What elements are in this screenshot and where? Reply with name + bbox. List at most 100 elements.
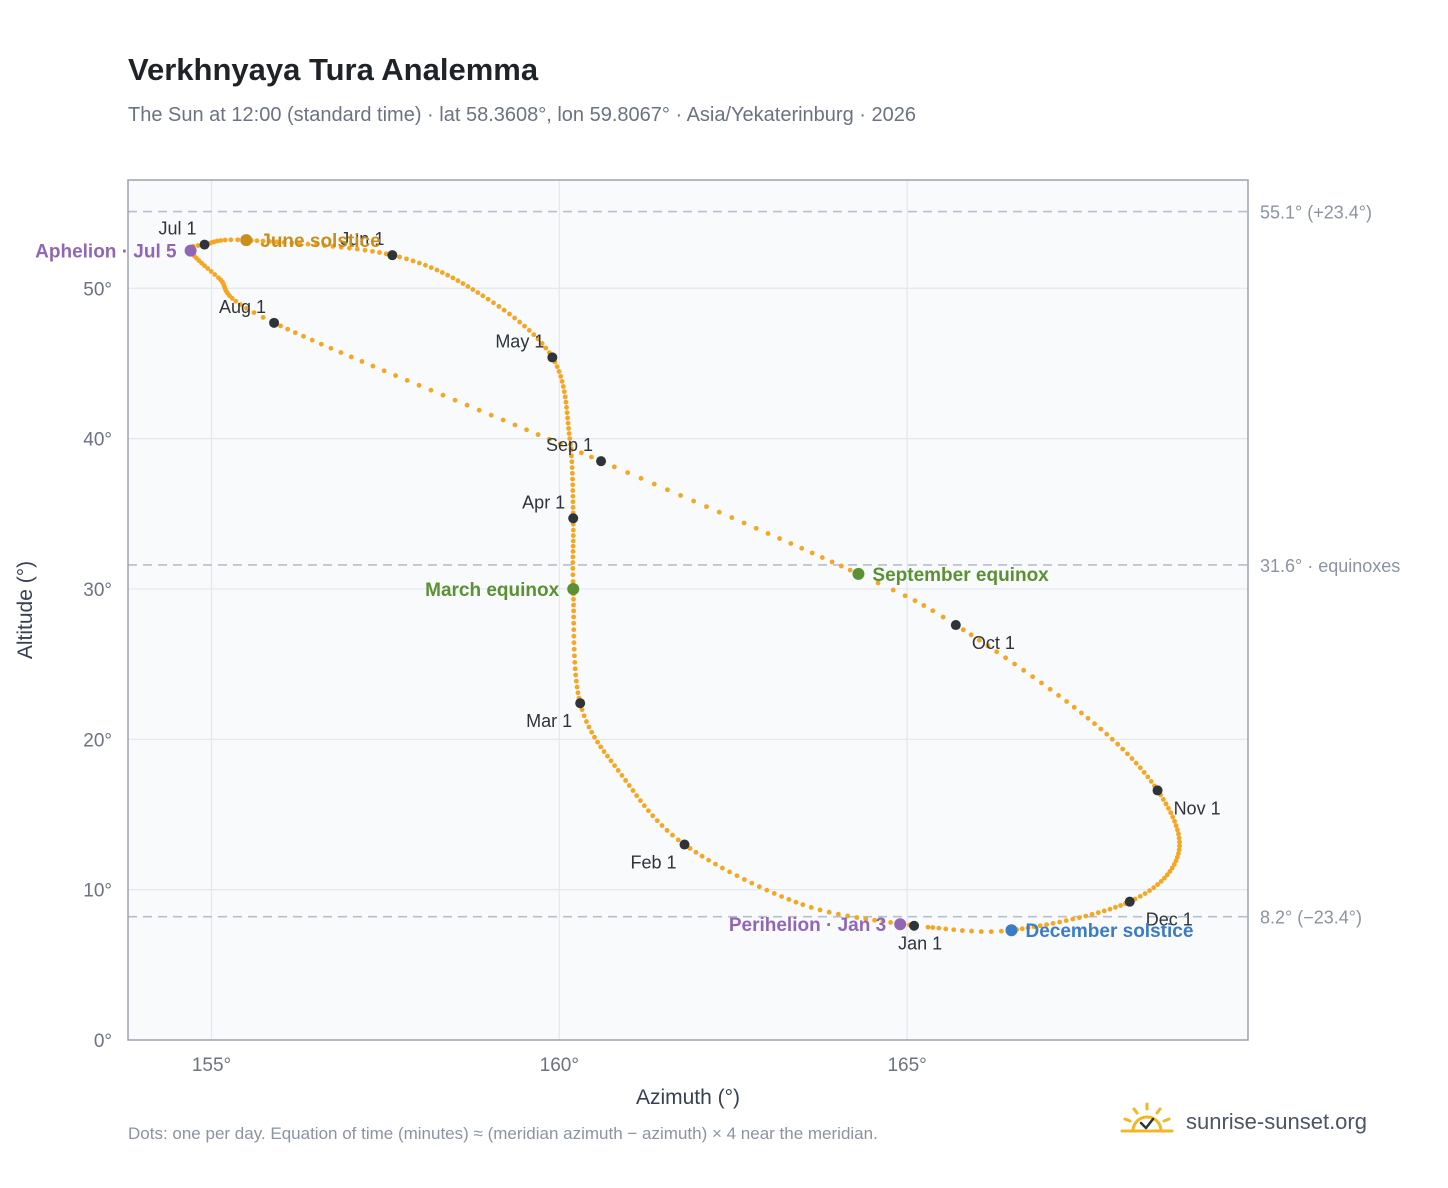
daily-sun-dot — [260, 315, 266, 320]
daily-sun-dot — [951, 927, 957, 933]
daily-sun-dot — [554, 364, 560, 370]
daily-sun-dot — [464, 402, 470, 408]
daily-sun-dot — [693, 849, 699, 855]
daily-sun-dot — [566, 425, 571, 431]
daily-sun-dot — [589, 729, 595, 735]
daily-sun-dot — [212, 272, 218, 277]
month-marker-label: Jan 1 — [898, 934, 942, 954]
daily-sun-dot — [571, 608, 577, 614]
daily-sun-dot — [558, 373, 564, 379]
daily-sun-dot — [749, 880, 755, 886]
month-marker-dot — [909, 920, 920, 931]
daily-sun-dot — [1071, 704, 1077, 710]
daily-sun-dot — [560, 384, 566, 389]
month-marker-label: Dec 1 — [1146, 910, 1193, 930]
daily-sun-dot — [1176, 847, 1182, 853]
daily-sun-dot — [570, 499, 576, 505]
x-axis-label: Azimuth (°) — [636, 1086, 740, 1109]
daily-sun-dot — [370, 363, 376, 369]
daily-sun-dot — [1057, 919, 1063, 925]
daily-sun-dot — [535, 336, 541, 342]
daily-sun-dot — [704, 504, 709, 510]
daily-sun-dot — [765, 531, 771, 536]
month-marker-dot — [387, 250, 398, 261]
daily-sun-dot — [571, 602, 576, 608]
daily-sun-dot — [1092, 721, 1097, 727]
chart-subtitle: The Sun at 12:00 (standard time) · lat 5… — [128, 104, 916, 126]
daily-sun-dot — [1173, 823, 1179, 829]
daily-sun-dot — [959, 928, 965, 933]
daily-sun-dot — [460, 281, 466, 286]
daily-sun-dot — [556, 369, 562, 374]
daily-sun-dot — [793, 899, 799, 905]
daily-sun-dot — [1019, 926, 1025, 932]
daily-sun-dot — [630, 788, 636, 793]
daily-sun-dot — [476, 407, 482, 413]
daily-sun-dot — [764, 887, 770, 893]
daily-sun-dot — [817, 907, 823, 913]
daily-sun-dot — [578, 450, 584, 456]
daily-sun-dot — [1076, 915, 1082, 921]
daily-sun-dot — [570, 493, 576, 499]
daily-sun-dot — [501, 307, 507, 313]
daily-sun-dot — [659, 823, 665, 828]
daily-sun-dot — [1104, 731, 1110, 737]
daily-sun-dot — [741, 520, 747, 526]
daily-sun-dot — [570, 488, 576, 493]
daily-sun-dot — [524, 427, 529, 433]
daily-sun-dot — [1174, 854, 1180, 860]
daily-sun-dot — [1070, 916, 1076, 922]
y-tick-label: 50° — [83, 279, 112, 300]
daily-sun-dot — [1095, 910, 1101, 916]
daily-sun-dot — [485, 296, 491, 302]
daily-sun-dot — [809, 550, 815, 556]
daily-sun-dot — [601, 749, 607, 754]
month-marker-label: Mar 1 — [526, 711, 572, 731]
event-marker-dot — [240, 234, 253, 247]
month-marker-label: Apr 1 — [522, 492, 565, 512]
daily-sun-dot — [1151, 885, 1157, 891]
daily-sun-dot — [526, 327, 532, 333]
daily-sun-dot — [1031, 924, 1037, 930]
daily-sun-dot — [416, 382, 422, 388]
event-marker-dot — [894, 918, 907, 931]
daily-sun-dot — [370, 248, 375, 254]
brand-link[interactable]: sunrise-sunset.org — [1120, 1102, 1367, 1141]
daily-sun-dot — [988, 929, 994, 935]
daily-sun-dot — [1056, 693, 1061, 698]
daily-sun-dot — [512, 422, 518, 428]
y-tick-label: 0° — [94, 1031, 112, 1052]
daily-sun-dot — [354, 246, 360, 252]
daily-sun-dot — [584, 719, 589, 724]
daily-sun-dot — [670, 832, 675, 838]
event-marker-label: March equinox — [425, 580, 560, 601]
daily-sun-dot — [845, 913, 851, 919]
daily-sun-dot — [847, 567, 853, 573]
daily-sun-dot — [571, 620, 577, 626]
month-marker-dot — [269, 317, 280, 328]
footnote: Dots: one per day. Equation of time (min… — [128, 1124, 878, 1143]
month-marker-label: Jun 1 — [340, 229, 384, 249]
daily-sun-dot — [1012, 661, 1018, 667]
daily-sun-dot — [826, 909, 832, 915]
daily-sun-dot — [570, 538, 576, 544]
daily-sun-dot — [1148, 779, 1154, 784]
daily-sun-dot — [1109, 736, 1115, 742]
daily-sun-dot — [930, 925, 936, 930]
daily-sun-dot — [208, 269, 214, 274]
daily-sun-dot — [539, 341, 545, 346]
daily-sun-dot — [1175, 827, 1180, 833]
daily-sun-dot — [1160, 797, 1166, 802]
daily-sun-dot — [1125, 751, 1130, 757]
daily-sun-dot — [1171, 862, 1177, 867]
daily-sun-dot — [691, 498, 697, 504]
daily-sun-dot — [808, 905, 814, 910]
daily-sun-dot — [195, 243, 201, 248]
daily-sun-dot — [936, 925, 942, 931]
daily-sun-dot — [626, 783, 632, 788]
daily-sun-dot — [570, 504, 576, 510]
daily-sun-dot — [450, 275, 456, 281]
reference-line-label: 55.1° (+23.4°) — [1260, 203, 1372, 223]
axis-ticks: 155° 160° 165° 0° 10° 20° 30° 40° 50° — [83, 279, 927, 1076]
